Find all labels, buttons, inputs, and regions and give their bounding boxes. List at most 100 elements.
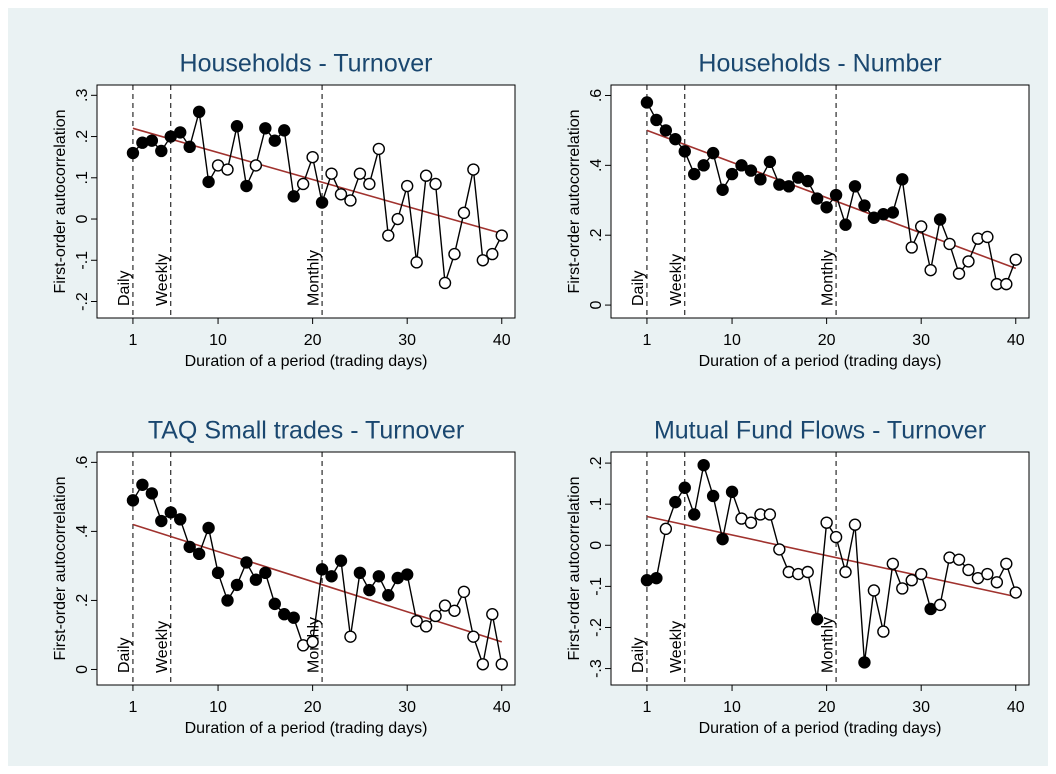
data-point — [382, 589, 395, 602]
data-point — [829, 530, 843, 544]
data-point — [914, 567, 928, 581]
data-point — [820, 201, 833, 214]
data-point — [886, 206, 900, 219]
reference-label: Weekly — [668, 254, 685, 306]
x-tick-label: 10 — [209, 699, 227, 716]
fit-line — [646, 515, 1016, 598]
data-point — [981, 230, 994, 244]
x-tick-label: 20 — [818, 332, 836, 349]
data-point — [486, 608, 499, 621]
y-tick-label: .1 — [588, 497, 605, 510]
y-tick-label: .2 — [588, 456, 605, 469]
data-point — [259, 566, 272, 580]
data-point — [678, 481, 691, 494]
chart-title: TAQ Small trades - Turnover — [148, 417, 464, 445]
data-point — [858, 656, 871, 669]
data-point — [183, 140, 196, 154]
data-point — [640, 96, 654, 109]
data-point — [221, 594, 234, 607]
data-point — [688, 167, 701, 181]
data-point — [353, 566, 367, 580]
data-point — [400, 179, 414, 193]
chart-panel: 0 .2 .4 .6 1 10 20 30 40 Duration of a period (tr… — [566, 50, 1030, 370]
data-point — [905, 574, 918, 587]
data-point — [697, 159, 710, 172]
data-point — [659, 522, 673, 536]
x-axis-label: Duration of a period (trading days) — [185, 353, 428, 370]
y-tick-label: .2 — [588, 228, 605, 241]
x-tick-label: 10 — [723, 699, 741, 716]
data-point — [716, 183, 729, 196]
data-point — [372, 142, 386, 156]
data-point — [952, 267, 966, 280]
data-point — [763, 508, 777, 521]
data-point — [914, 220, 928, 233]
data-point — [1000, 557, 1013, 570]
data-point — [192, 105, 206, 119]
data-point — [174, 513, 187, 526]
y-tick-label: 0 — [74, 665, 91, 674]
data-point — [773, 543, 786, 556]
data-point — [962, 563, 975, 577]
y-axis-label: First-order autocorrelation — [566, 476, 583, 660]
data-point — [259, 122, 272, 135]
data-point — [202, 175, 215, 189]
data-point — [754, 173, 767, 186]
data-point — [952, 553, 966, 566]
data-point — [650, 113, 663, 127]
y-tick-label: .2 — [74, 130, 91, 143]
data-point — [183, 540, 196, 554]
series-line — [132, 111, 503, 284]
data-point — [429, 177, 442, 191]
data-point — [192, 547, 206, 561]
data-point — [706, 489, 720, 503]
data-point — [448, 604, 461, 617]
x-tick-label: 40 — [493, 699, 511, 716]
data-point — [438, 599, 452, 612]
data-point — [438, 276, 452, 290]
data-point — [810, 192, 824, 205]
data-point — [315, 563, 329, 576]
data-point — [924, 263, 937, 277]
data-point — [325, 167, 338, 180]
series-line — [646, 102, 1017, 285]
data-point — [174, 126, 187, 139]
chart-title: Households - Number — [698, 50, 941, 78]
data-point — [268, 134, 281, 147]
data-point — [820, 516, 833, 529]
data-point — [306, 150, 319, 164]
x-tick-label: 20 — [304, 332, 322, 349]
data-point — [650, 571, 663, 585]
x-tick-label: 20 — [818, 699, 836, 716]
data-point — [249, 159, 263, 172]
y-tick-label: .1 — [74, 171, 91, 184]
data-point — [211, 566, 225, 580]
y-tick-label: .3 — [74, 89, 91, 102]
data-point — [669, 132, 682, 146]
data-point — [363, 177, 376, 191]
data-point — [744, 164, 758, 177]
data-point — [706, 146, 720, 160]
x-tick-label: 30 — [912, 332, 930, 349]
data-point — [659, 124, 673, 137]
data-point — [763, 155, 777, 169]
data-point — [391, 212, 404, 226]
data-point — [1000, 277, 1013, 291]
reference-label: Monthly — [305, 250, 322, 306]
data-point — [933, 213, 947, 226]
data-point — [268, 597, 281, 611]
data-point — [344, 630, 357, 643]
data-point — [896, 173, 909, 186]
data-point — [782, 180, 795, 193]
x-tick-label: 10 — [209, 332, 227, 349]
data-point — [495, 229, 508, 242]
data-point — [164, 506, 177, 519]
data-point — [429, 609, 442, 623]
data-point — [476, 254, 490, 267]
data-point — [858, 199, 871, 212]
data-point — [230, 120, 244, 133]
x-tick-label: 30 — [912, 699, 930, 716]
data-point — [240, 556, 253, 569]
reference-label: Daily — [630, 270, 647, 306]
